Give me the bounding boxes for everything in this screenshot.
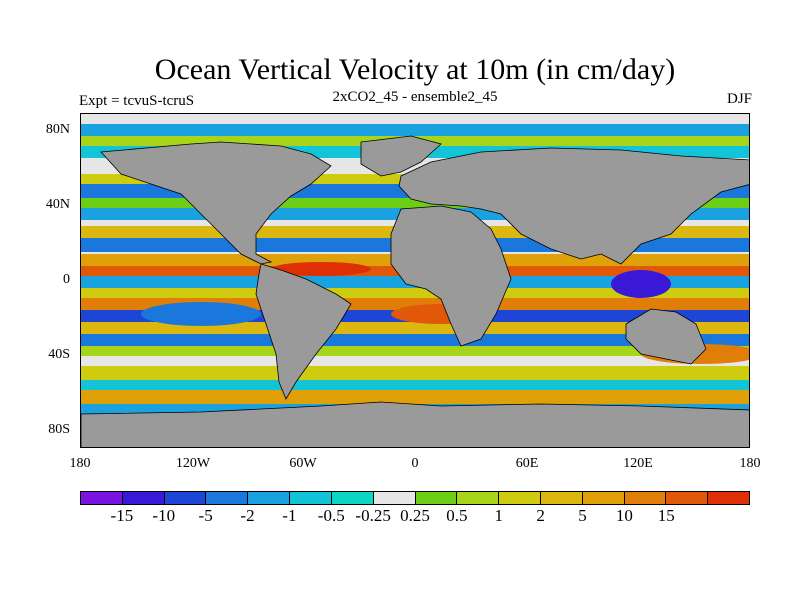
colorbar-label: 10	[615, 506, 633, 525]
y-tick-label: 80N	[45, 122, 70, 137]
map-field	[81, 114, 749, 447]
colorbar-swatch	[206, 492, 249, 504]
experiment-label: Expt = tcvuS-tcruS	[79, 93, 195, 109]
colorbar-label: 0.5	[446, 506, 468, 525]
colorbar-swatch	[81, 492, 123, 504]
colorbar-swatch	[624, 492, 667, 504]
map-panel	[80, 113, 750, 448]
y-tick-label: 0	[63, 272, 70, 287]
colorbar-label: -10	[152, 506, 176, 525]
colorbar-label: -0.25	[355, 506, 391, 525]
colorbar-label: -5	[198, 506, 213, 525]
land-masses	[81, 135, 749, 447]
colorbar-swatch	[540, 492, 583, 504]
y-tick-label: 40S	[48, 347, 70, 362]
colorbar-label: -15	[110, 506, 134, 525]
x-tick-label: 60W	[289, 456, 317, 471]
colorbar-swatch	[457, 492, 500, 504]
colorbar-swatch	[499, 492, 541, 504]
colorbar-label: -2	[240, 506, 255, 525]
colorbar-swatch	[373, 492, 416, 504]
x-tick-label: 0	[411, 456, 419, 471]
ensemble-label: 2xCO2_45 - ensemble2_45	[332, 89, 498, 105]
colorbar-label: 15	[657, 506, 675, 525]
colorbar-label: 0.25	[400, 506, 430, 525]
colorbar-swatch	[248, 492, 291, 504]
colorbar-swatch	[290, 492, 332, 504]
colorbar-swatch	[164, 492, 207, 504]
colorbar-swatch	[666, 492, 709, 504]
chart-title: Ocean Vertical Velocity at 10m (in cm/da…	[154, 53, 676, 86]
x-tick-label: 60E	[515, 456, 539, 471]
colorbar-label: 1	[494, 506, 504, 525]
colorbar	[80, 491, 750, 505]
colorbar-label: 5	[578, 506, 587, 525]
colorbar-swatch	[582, 492, 625, 504]
x-tick-label: 180	[739, 456, 761, 471]
x-tick-label: 120W	[175, 456, 211, 471]
colorbar-swatch	[122, 492, 165, 504]
colorbar-swatch	[415, 492, 458, 504]
colorbar-label: 2	[536, 506, 545, 525]
colorbar-label: -0.5	[317, 506, 345, 525]
colorbar-label: -1	[282, 506, 297, 525]
x-tick-label: 120E	[623, 456, 653, 471]
x-tick-label: 180	[69, 456, 91, 471]
y-tick-label: 80S	[48, 422, 70, 437]
colorbar-swatch	[331, 492, 374, 504]
colorbar-swatch	[708, 492, 749, 504]
season-label: DJF	[726, 91, 752, 107]
y-tick-label: 40N	[45, 197, 70, 212]
